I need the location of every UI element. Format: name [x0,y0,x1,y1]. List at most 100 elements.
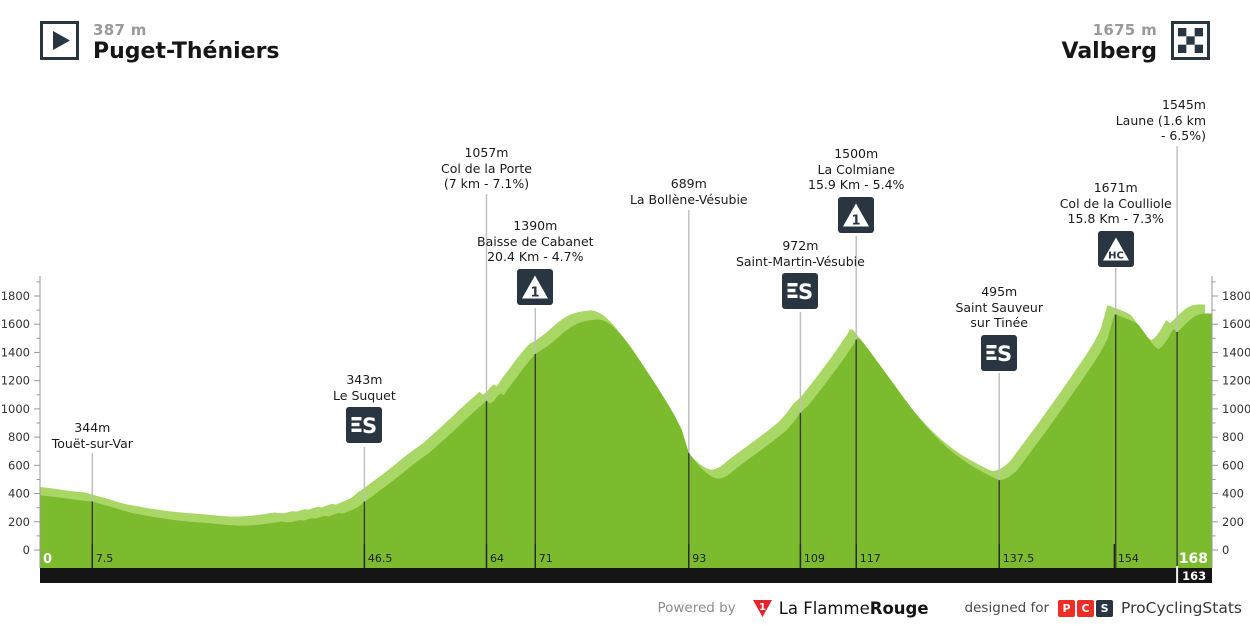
waypoint-text-line: 495m [981,284,1018,299]
svg-text:1200: 1200 [1,374,30,388]
pcs-letter-c: C [1077,599,1095,617]
waypoint-text-line: 15.9 Km - 5.4% [808,177,905,192]
svg-text:154: 154 [1118,552,1139,565]
sprint-icon: S [346,407,383,443]
waypoint-text-line: Col de la Coulliole [1059,195,1172,211]
waypoint-text-line: Touët-sur-Var [51,435,133,451]
svg-text:1000: 1000 [1,402,30,416]
waypoint-text-line: 343m [346,372,383,387]
svg-text:600: 600 [1222,458,1244,472]
sprint-icon: S [782,273,819,309]
start-name: Puget-Théniers [93,39,280,64]
pcs-logo-icon: P C S [1058,599,1114,617]
designed-for-label: designed for [964,600,1050,616]
powered-by-label: Powered by [657,600,736,616]
footer: Powered by 1 La FlammeRouge designed for… [657,594,1242,622]
waypoint-text-line: Saint Sauveur [955,299,1043,315]
waypoint-text-line: 1057m [464,145,509,160]
svg-text:71: 71 [539,552,553,565]
waypoint-label: 972m Saint-Martin-Vésubie S [650,238,950,309]
svg-text:1600: 1600 [1,317,30,331]
svg-text:0: 0 [23,543,30,557]
waypoint-text-line: 1500m [834,146,879,161]
la-flamme-rouge-name: La FlammeRouge [779,599,929,618]
svg-text:1800: 1800 [1,289,30,303]
svg-text:1400: 1400 [1,345,30,359]
start-endpoint: 387 m Puget-Théniers [40,21,280,64]
waypoint-text-line: 1390m [513,218,558,233]
svg-text:200: 200 [8,515,30,529]
category-1-climb-icon: 1 [517,268,554,305]
svg-text:HC: HC [1108,250,1124,261]
svg-text:117: 117 [860,552,881,565]
waypoint-text-line: - 6.5%) [1160,128,1206,143]
start-play-icon [53,31,70,50]
pcs-letter-p: P [1058,599,1076,617]
svg-text:7.5: 7.5 [96,552,114,565]
start-flag-box [40,21,79,60]
svg-text:1000: 1000 [1222,402,1250,416]
svg-text:64: 64 [490,552,504,565]
waypoint-text-line: 1545m [1162,97,1206,112]
elevation-profile [40,304,1212,568]
waypoint-text-line: 20.4 Km - 4.7% [487,249,584,264]
waypoint-text-line: 15.8 Km - 7.3% [1067,211,1164,226]
svg-text:137.5: 137.5 [1003,552,1035,565]
waypoint-label: 344m Touët-sur-Var [0,420,242,451]
finish-elevation: 1675 m [1092,21,1157,39]
waypoint-text-line: 344m [74,420,111,435]
waypoint-label: 689m La Bollène-Vésubie [539,176,839,207]
la-flamme-rouge-logo-icon: 1 [752,599,772,617]
svg-text:1800: 1800 [1222,289,1250,303]
waypoint-label: 1500m La Colmiane 15.9 Km - 5.4% 1 [706,146,1006,233]
svg-text:46.5: 46.5 [368,552,393,565]
svg-text:1200: 1200 [1222,374,1250,388]
category-1-climb-icon: 1 [838,196,875,233]
svg-text:200: 200 [1222,515,1244,529]
svg-text:1: 1 [531,285,540,300]
distance-band: 0 7.5 46.5 64 71 93 109 117 137.5 154 168 [43,544,1208,568]
finish-checkered-flag-icon [1178,28,1203,53]
waypoint-label: 495m Saint Sauveur sur Tinée S [849,284,1149,371]
svg-text:1400: 1400 [1222,345,1250,359]
sprint-icon: S [981,334,1018,371]
svg-text:1600: 1600 [1222,317,1250,331]
finish-flag-box [1171,21,1210,60]
waypoint-text-line: La Colmiane [817,161,895,177]
svg-text:0: 0 [1222,543,1229,557]
svg-text:109: 109 [804,552,825,565]
svg-text:400: 400 [8,487,30,501]
svg-text:400: 400 [1222,487,1244,501]
waypoint-text-line: 972m [782,238,819,253]
svg-text:600: 600 [8,458,30,472]
svg-text:S: S [798,280,813,304]
waypoint-text-line: Col de la Porte [440,160,532,176]
hc-climb-icon: HC [1097,230,1134,267]
waypoint-text-line: Saint-Martin-Vésubie [735,253,865,269]
waypoint-text-line: (7 km - 7.1%) [443,176,530,191]
svg-text:168: 168 [1179,551,1208,567]
svg-text:800: 800 [1222,430,1244,444]
waypoint-text-line: Le Suquet [333,387,396,403]
svg-text:0: 0 [43,552,52,567]
waypoint-label: 1671m Col de la Coulliole 15.8 Km - 7.3% HC [966,180,1250,267]
lfr-name-bold: Rouge [869,598,929,618]
waypoint-text-line: Laune (1.6 km [1115,112,1206,128]
waypoint-label: 1057m Col de la Porte (7 km - 7.1%) [336,145,636,192]
waypoint-label: 1390m Baisse de Cabanet 20.4 Km - 4.7% 1 [385,218,685,305]
waypoint-label: 1545m Laune (1.6 km - 6.5%) [1006,97,1206,144]
waypoint-text-line: 689m [670,176,707,191]
svg-text:S: S [362,414,377,438]
finish-name: Valberg [1061,39,1157,64]
procyclingstats-name: ProCyclingStats [1121,599,1242,617]
waypoint-label: 343m Le Suquet S [214,372,514,443]
svg-text:93: 93 [692,552,706,565]
waypoint-text-line: 1671m [1093,180,1138,195]
finish-endpoint: 1675 m Valberg [1062,21,1210,64]
waypoint-text-line: La Bollène-Vésubie [629,191,748,207]
svg-text:163: 163 [1182,569,1206,583]
start-elevation: 387 m [93,21,147,39]
svg-text:800: 800 [8,430,30,444]
